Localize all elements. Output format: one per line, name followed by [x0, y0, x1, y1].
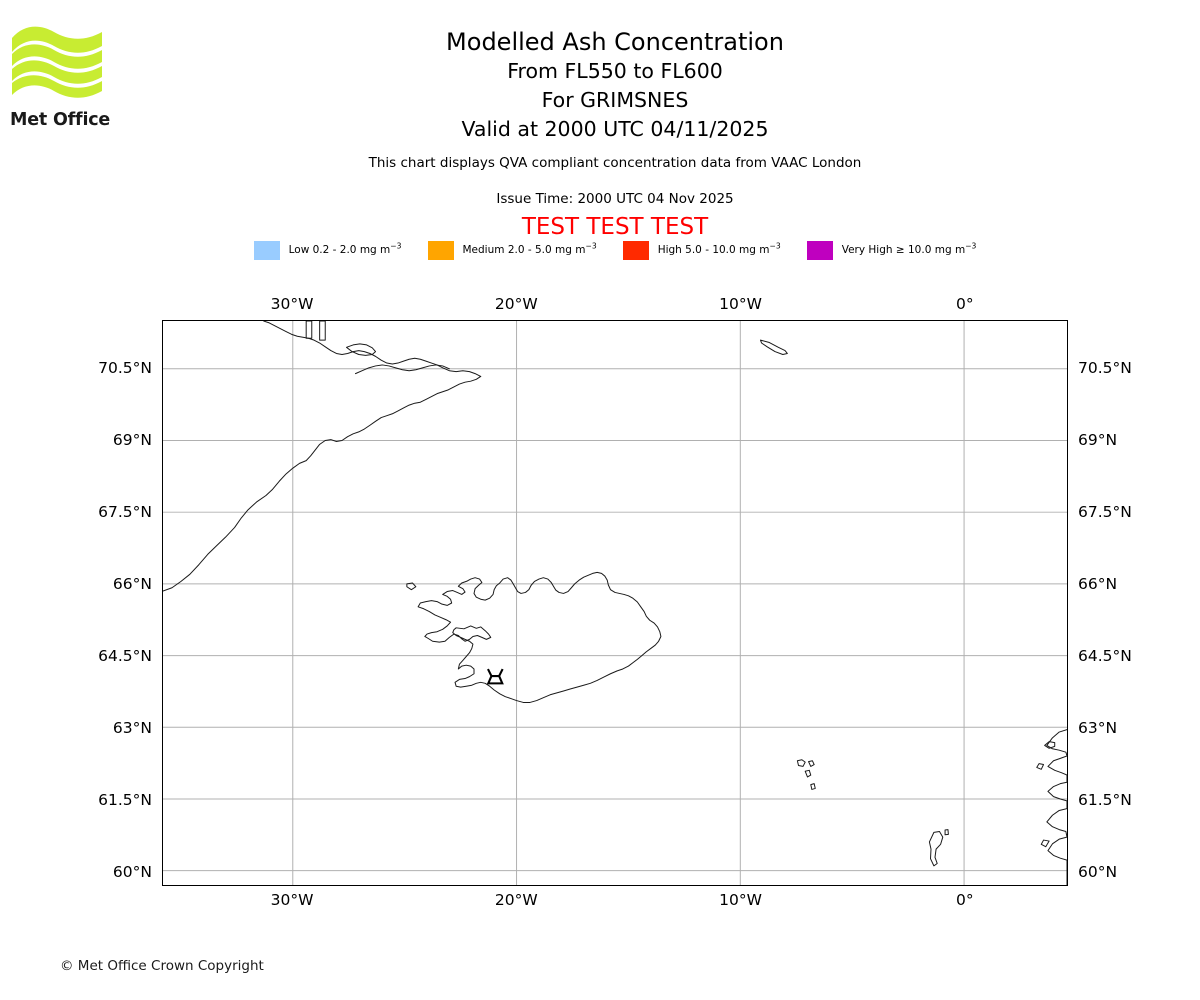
- copyright-footer: © Met Office Crown Copyright: [60, 958, 264, 974]
- norway-coast-1: [1044, 741, 1056, 749]
- greenland-island-2: [305, 321, 313, 339]
- coastlines: [163, 321, 1067, 885]
- issue-time: Issue Time: 2000 UTC 04 Nov 2025: [496, 191, 734, 207]
- lat-tick-right-2: 67.5°N: [1078, 502, 1132, 521]
- map-frame[interactable]: [162, 320, 1068, 886]
- legend-swatch-0: [253, 240, 280, 260]
- lon-tick-top-3: 0°: [956, 295, 974, 313]
- met-office-logo: Met Office: [10, 22, 125, 130]
- met-office-logo-text: Met Office: [10, 110, 111, 130]
- jan-mayen-island: [759, 339, 788, 355]
- lon-tick-top-2: 10°W: [719, 295, 762, 313]
- lat-tick-left-2: 67.5°N: [98, 502, 152, 521]
- legend-swatch-1: [427, 240, 454, 260]
- greenland-island-0: [345, 343, 377, 356]
- greenland-north-coast: [263, 321, 482, 377]
- norway-coast-2: [1036, 763, 1045, 770]
- legend-swatch-3: [806, 240, 833, 260]
- lat-tick-left-5: 63°N: [112, 718, 152, 737]
- test-banner: TEST TEST TEST: [521, 214, 709, 240]
- legend-swatch-2: [622, 240, 649, 260]
- iceland-outline: [417, 571, 662, 703]
- lat-tick-left-3: 66°N: [112, 574, 152, 593]
- volcano-marker: [486, 668, 504, 685]
- lon-tick-top-1: 20°W: [494, 295, 538, 313]
- valid-time-subtitle: Valid at 2000 UTC 04/11/2025: [461, 117, 769, 141]
- lat-tick-right-4: 64.5°N: [1078, 646, 1132, 665]
- faroe-island-2: [804, 769, 812, 778]
- legend-item-1: Medium 2.0 - 5.0 mg m−3: [427, 240, 597, 260]
- map-container[interactable]: [162, 320, 1068, 886]
- greenland-fjord: [354, 364, 450, 375]
- legend-label-0: Low 0.2 - 2.0 mg m−3: [288, 241, 402, 256]
- shetland-island-0: [928, 830, 944, 867]
- lat-tick-right-6: 61.5°N: [1078, 790, 1132, 809]
- volcano-subtitle: For GRIMSNES: [541, 88, 689, 112]
- norway-coast-0: [1046, 729, 1067, 885]
- lat-tick-left-7: 60°N: [112, 862, 152, 881]
- lat-tick-right-7: 60°N: [1078, 862, 1118, 881]
- lat-tick-right-3: 66°N: [1078, 574, 1118, 593]
- lat-tick-right-0: 70.5°N: [1078, 358, 1132, 377]
- greenland-island-1: [319, 321, 326, 341]
- faroe-island-0: [796, 759, 806, 767]
- lat-tick-left-1: 69°N: [112, 430, 152, 449]
- volcano-marker-glyph: [486, 668, 504, 685]
- lat-tick-left-0: 70.5°N: [98, 358, 152, 377]
- met-office-wave-icon: [12, 26, 102, 98]
- page-title: Modelled Ash Concentration: [446, 28, 784, 56]
- lon-tick-bottom-2: 10°W: [719, 891, 762, 909]
- concentration-legend: Low 0.2 - 2.0 mg m−3 Medium 2.0 - 5.0 mg …: [162, 240, 1068, 260]
- legend-label-3: Very High ≥ 10.0 mg m−3: [841, 241, 977, 256]
- legend-item-2: High 5.0 - 10.0 mg m−3: [622, 240, 781, 260]
- norway-coast-3: [1040, 839, 1050, 848]
- qva-note: This chart displays QVA compliant concen…: [368, 155, 862, 171]
- greenland-island-3: [406, 582, 417, 591]
- flight-level-subtitle: From FL550 to FL600: [507, 59, 723, 83]
- graticule-gridlines: [163, 321, 1067, 885]
- faroe-island-1: [808, 760, 815, 767]
- lat-tick-left-4: 64.5°N: [98, 646, 152, 665]
- lat-tick-right-5: 63°N: [1078, 718, 1118, 737]
- lon-tick-bottom-1: 20°W: [494, 891, 538, 909]
- lat-tick-right-1: 69°N: [1078, 430, 1118, 449]
- map-canvas[interactable]: [163, 321, 1067, 885]
- legend-item-3: Very High ≥ 10.0 mg m−3: [806, 240, 977, 260]
- legend-item-0: Low 0.2 - 2.0 mg m−3: [253, 240, 402, 260]
- legend-label-2: High 5.0 - 10.0 mg m−3: [657, 241, 781, 256]
- greenland-east-coast: [163, 375, 482, 592]
- lat-tick-left-6: 61.5°N: [98, 790, 152, 809]
- lon-tick-bottom-3: 0°: [956, 891, 974, 909]
- lon-tick-top-0: 30°W: [270, 295, 314, 313]
- iceland-coastline: [417, 571, 662, 703]
- shetland-island-1: [944, 829, 949, 836]
- chart-title-block: Modelled Ash Concentration From FL550 to…: [170, 28, 1060, 144]
- legend-label-1: Medium 2.0 - 5.0 mg m−3: [462, 241, 597, 256]
- lon-tick-bottom-0: 30°W: [270, 891, 314, 909]
- faroe-island-3: [810, 783, 816, 790]
